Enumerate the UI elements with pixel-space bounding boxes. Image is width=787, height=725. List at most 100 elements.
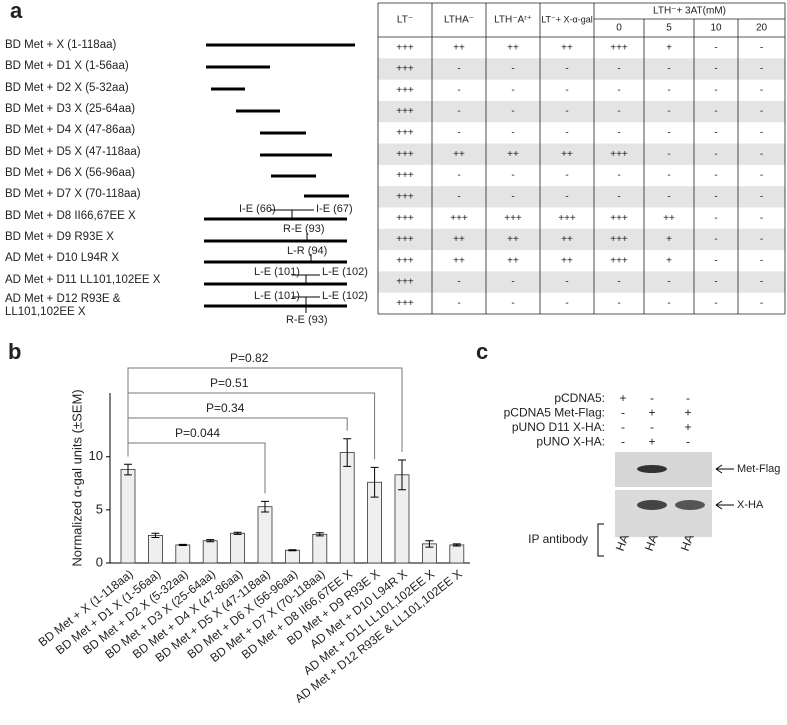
table-cell: - <box>760 255 763 266</box>
error-bar <box>151 532 160 538</box>
table-cell: - <box>760 277 763 288</box>
table-cell: - <box>565 170 568 181</box>
table-cell: +++ <box>558 213 576 224</box>
y-tick-label: 0 <box>96 554 103 569</box>
transfection-sign: - <box>650 420 654 434</box>
blot-band <box>637 465 667 473</box>
blot-arrow <box>715 464 734 510</box>
row-label: BD Met + D9 R93E X <box>5 230 114 243</box>
table-cell: +++ <box>610 42 628 53</box>
table-cell: - <box>760 64 763 75</box>
table-cell: ++ <box>453 255 465 266</box>
mutation-label: I-E (67) <box>316 203 353 215</box>
error-bar <box>206 539 215 543</box>
mutation-label: I-E (66) <box>239 203 276 215</box>
table-cell: ++ <box>507 255 519 266</box>
table-cell: - <box>760 128 763 139</box>
bar <box>147 534 163 564</box>
y-tick-label: 10 <box>89 448 103 463</box>
p-value: P=0.044 <box>175 426 220 440</box>
table-cell: - <box>760 106 763 117</box>
table-cell: - <box>667 170 670 181</box>
error-bar <box>315 532 324 537</box>
table-cell: - <box>617 170 620 181</box>
mutation-label: L-E (101) <box>254 266 300 278</box>
table-cell: ++ <box>561 42 573 53</box>
significance-bracket <box>127 442 266 494</box>
table-cell: +++ <box>396 42 414 53</box>
row-label: BD Met + D4 X (47-86aa) <box>5 124 136 137</box>
panel-label: b <box>8 339 21 364</box>
row-shade <box>378 271 785 293</box>
column-header: 20 <box>756 23 768 34</box>
table-cell: - <box>667 149 670 160</box>
row-label: AD Met + D11 LL101,102EE X <box>5 273 161 286</box>
table-cell: - <box>457 128 460 139</box>
p-value: P=0.34 <box>206 401 245 415</box>
bar <box>449 544 465 564</box>
bar <box>284 549 300 564</box>
bar <box>257 506 273 564</box>
ip-bracket <box>597 523 604 557</box>
table-cell: +++ <box>396 277 414 288</box>
transfection-sign: + <box>648 435 655 449</box>
ip-lane: HA <box>642 532 661 552</box>
table-cell: - <box>714 106 717 117</box>
column-header: 0 <box>616 23 622 34</box>
mutation-label: R-E (93) <box>283 223 325 235</box>
column-header: LTHA⁻ <box>444 15 474 26</box>
table-cell: - <box>760 234 763 245</box>
row-shade <box>378 100 785 123</box>
table-cell: +++ <box>396 149 414 160</box>
p-value: P=0.82 <box>230 351 269 365</box>
table-cell: - <box>760 42 763 53</box>
error-bar <box>261 500 269 513</box>
table-cell: +++ <box>396 234 414 245</box>
error-bar <box>452 543 461 547</box>
column-header: LTH⁻Aʳ⁺ <box>494 15 532 26</box>
row-label: AD Met + D12 R93E & LL101,102EE X <box>5 293 121 319</box>
table-cell: - <box>714 213 717 224</box>
table-cell: - <box>565 106 568 117</box>
table-cell: - <box>617 106 620 117</box>
blot <box>615 490 712 537</box>
table-cell: ++ <box>507 234 519 245</box>
significance-bracket <box>127 417 348 457</box>
transfection-sign: - <box>621 406 625 420</box>
table-cell: - <box>714 42 717 53</box>
mutation-tick <box>292 274 320 283</box>
table-cell: - <box>617 191 620 202</box>
blot-label: X-HA <box>737 499 764 511</box>
error-bar <box>370 466 379 498</box>
table-cell: - <box>457 64 460 75</box>
table-cell: - <box>457 106 460 117</box>
transfection-sign: + <box>684 420 691 434</box>
table-cell: - <box>565 277 568 288</box>
table-cell: - <box>457 170 460 181</box>
table-cell: - <box>457 277 460 288</box>
table-cell: ++ <box>663 213 675 224</box>
table-cell: - <box>617 298 620 309</box>
table-cell: - <box>667 64 670 75</box>
y-axis-label: Normalized α-gal units (±SEM) <box>69 389 84 566</box>
panel-label: a <box>10 0 23 23</box>
table-cell: - <box>714 234 717 245</box>
mutation-labels: I-E (66) I-E (67) R-E (93) L-R (94) L-E … <box>239 203 368 326</box>
row-shade <box>378 143 785 165</box>
mutation-label: R-E (93) <box>286 314 328 326</box>
table-cell: - <box>760 191 763 202</box>
table-cell: - <box>760 85 763 96</box>
table-cell: +++ <box>396 298 414 309</box>
row-shade <box>378 58 785 80</box>
table-cell: +++ <box>610 149 628 160</box>
blot-band <box>637 500 667 510</box>
transfection-sign: - <box>686 391 690 405</box>
table-cell: - <box>511 191 514 202</box>
table-cell: - <box>760 149 763 160</box>
mutation-label: L-E (102) <box>322 290 368 302</box>
transfection-sign: - <box>686 435 690 449</box>
table-cell: - <box>714 255 717 266</box>
column-header: LT⁻ <box>397 15 413 26</box>
row-label: BD Met + D7 X (70-118aa) <box>5 188 141 201</box>
table-cell: - <box>565 128 568 139</box>
